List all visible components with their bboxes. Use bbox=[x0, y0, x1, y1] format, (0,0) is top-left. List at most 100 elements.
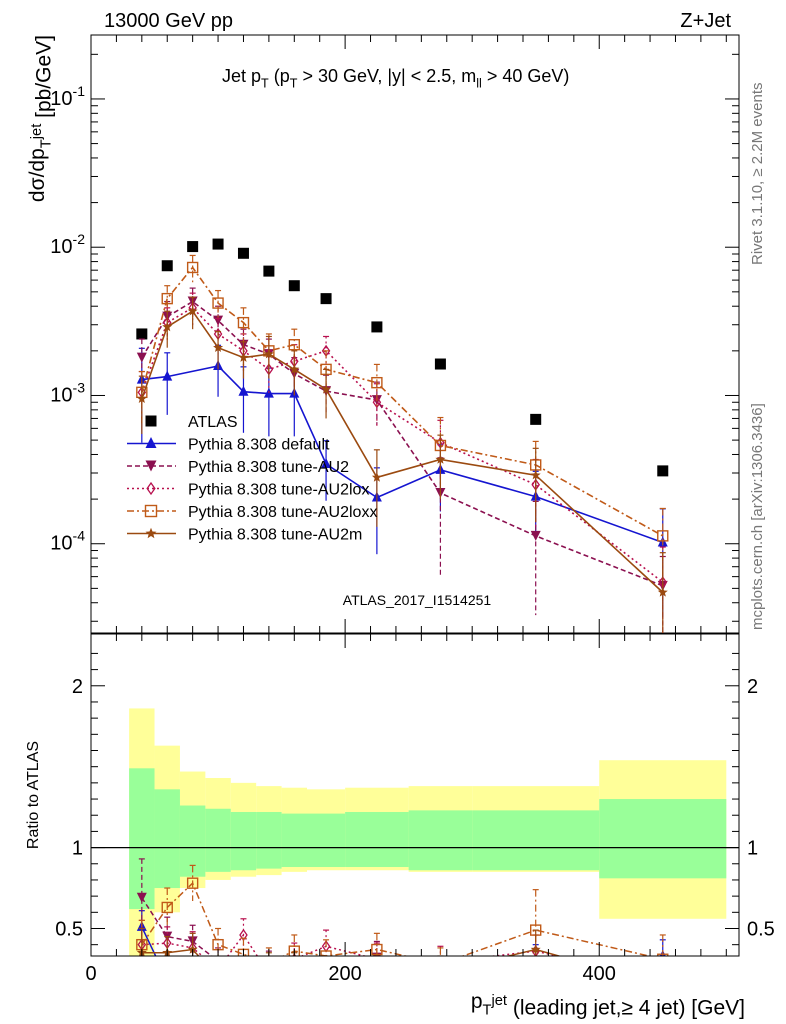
data-point bbox=[371, 376, 383, 389]
data-point bbox=[372, 992, 382, 1002]
data-point bbox=[186, 877, 199, 889]
band-stat bbox=[154, 789, 180, 889]
main-data bbox=[136, 238, 669, 633]
plot-title: Jet pT (pT > 30 GeV, |y| < 2.5, mll > 40… bbox=[222, 66, 569, 90]
data-point bbox=[161, 260, 173, 272]
data-point bbox=[657, 953, 669, 956]
y-tick-label: 10-2 bbox=[50, 231, 85, 258]
band-stat bbox=[256, 811, 282, 869]
band-stat bbox=[281, 813, 307, 868]
band-stat bbox=[307, 813, 346, 868]
y-tick-label: 2 bbox=[747, 676, 758, 698]
data-point bbox=[136, 328, 148, 340]
data-point bbox=[657, 587, 668, 597]
data-point bbox=[136, 352, 147, 363]
data-point bbox=[213, 342, 224, 352]
legend-label: ATLAS bbox=[188, 414, 238, 431]
data-point bbox=[187, 306, 198, 316]
data-point bbox=[658, 980, 668, 990]
data-point bbox=[289, 964, 299, 974]
data-point bbox=[435, 982, 445, 992]
series-line bbox=[141, 933, 561, 956]
data-point bbox=[435, 454, 446, 464]
data-point bbox=[238, 385, 249, 396]
x-axis-label: pTjet (leading jet,≥ 4 jet) [GeV] bbox=[471, 990, 745, 1019]
legend: ATLAS Pythia 8.308 default Pythia 8.308 tu… bbox=[127, 414, 377, 544]
data-point bbox=[237, 247, 249, 259]
data-point bbox=[530, 413, 542, 425]
legend-label: Pythia 8.308 tune-AU2 bbox=[188, 459, 349, 476]
data-point bbox=[531, 979, 541, 989]
legend-label: Pythia 8.308 tune-AU2m bbox=[188, 527, 362, 544]
data-point bbox=[145, 437, 157, 448]
header-right: Z+Jet bbox=[680, 10, 731, 32]
data-point bbox=[288, 945, 300, 956]
x-tick-label: 0 bbox=[85, 963, 96, 985]
data-point bbox=[371, 943, 383, 956]
data-point bbox=[145, 415, 157, 427]
data-point bbox=[657, 465, 669, 477]
data-point bbox=[320, 950, 332, 956]
ratio-series-default bbox=[136, 910, 666, 1002]
data-point bbox=[434, 358, 446, 370]
data-point bbox=[263, 265, 275, 277]
data-point bbox=[237, 316, 250, 329]
band-stat bbox=[129, 768, 155, 910]
data-point bbox=[321, 990, 331, 1000]
y-tick-label: 1 bbox=[747, 838, 758, 860]
data-point bbox=[288, 339, 300, 351]
data-point bbox=[372, 988, 382, 998]
y-axis-label: dσ/dpTjet [pb/GeV] bbox=[26, 35, 55, 202]
band-stat bbox=[472, 810, 600, 871]
band-stat bbox=[205, 808, 231, 872]
y-tick-label: 10-3 bbox=[50, 379, 85, 406]
band-stat bbox=[345, 811, 409, 868]
data-point bbox=[212, 297, 224, 309]
data-point bbox=[161, 901, 173, 914]
data-point bbox=[289, 973, 299, 983]
data-point bbox=[435, 973, 445, 983]
rivet-label: Rivet 3.1.10, ≥ 2.2M events bbox=[749, 83, 766, 266]
data-point bbox=[264, 979, 274, 989]
data-point bbox=[530, 469, 541, 480]
data-point bbox=[435, 967, 445, 977]
data-point bbox=[213, 979, 223, 989]
legend-label: Pythia 8.308 default bbox=[188, 437, 330, 454]
series-line bbox=[141, 310, 664, 593]
data-point bbox=[238, 352, 249, 362]
y-tick-label: 10-4 bbox=[50, 528, 85, 555]
x-tick-label: 400 bbox=[583, 963, 616, 985]
band-stat bbox=[408, 810, 473, 871]
y-tick-label: 2 bbox=[72, 676, 83, 698]
data-point bbox=[289, 364, 300, 374]
header-left: 13000 GeV pp bbox=[104, 10, 233, 32]
main-plot: 10-4 10-3 10-2 10-1 Jet pT (pT > 30 GeV, |y|… bbox=[26, 34, 740, 634]
data-point bbox=[239, 972, 249, 982]
data-point bbox=[146, 481, 156, 496]
data-point bbox=[264, 959, 274, 969]
data-point bbox=[530, 530, 541, 541]
data-point bbox=[145, 527, 157, 539]
data-point bbox=[658, 977, 668, 987]
data-point bbox=[136, 892, 147, 903]
series-line bbox=[141, 300, 664, 587]
data-point bbox=[144, 504, 158, 518]
data-point bbox=[321, 458, 332, 469]
data-point bbox=[530, 944, 541, 954]
data-point bbox=[265, 969, 272, 979]
data-point bbox=[213, 972, 223, 982]
y-tick-label: 1 bbox=[72, 838, 83, 860]
data-point bbox=[657, 530, 669, 542]
legend-label: Pythia 8.308 tune-AU2lox bbox=[188, 482, 369, 499]
data-point bbox=[659, 975, 666, 985]
series-AU2m bbox=[136, 296, 668, 633]
data-point bbox=[238, 966, 248, 976]
data-point bbox=[289, 961, 299, 971]
data-point bbox=[162, 321, 173, 332]
ratio-plot: 0.5 0.5 1 1 2 2 0 200 400 Ratio to ATLAS pTjet (le… bbox=[25, 633, 775, 1019]
band-stat bbox=[599, 799, 727, 879]
data-point bbox=[321, 384, 332, 394]
data-point bbox=[372, 396, 382, 409]
ratio-bands bbox=[129, 708, 727, 956]
